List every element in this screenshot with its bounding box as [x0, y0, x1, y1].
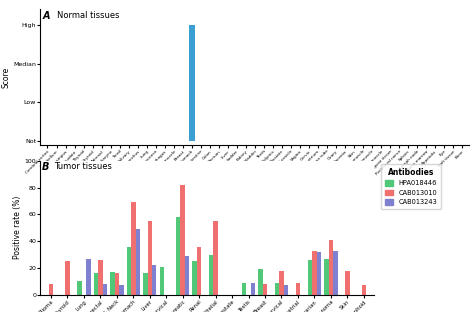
Bar [98, 260, 102, 295]
Bar [160, 267, 164, 295]
Bar [197, 246, 201, 295]
Bar [147, 221, 152, 295]
Bar [192, 261, 197, 295]
Bar [136, 229, 140, 295]
Bar [263, 284, 267, 295]
Bar [333, 251, 337, 295]
X-axis label: Normal tissue types: Normal tissue types [217, 179, 293, 188]
Bar [296, 283, 300, 295]
Bar [345, 271, 349, 295]
Bar [176, 217, 181, 295]
Bar [324, 259, 328, 295]
Bar [131, 202, 136, 295]
Bar [362, 285, 366, 295]
Bar [317, 252, 321, 295]
Bar [242, 283, 246, 295]
Bar [275, 283, 279, 295]
Bar [209, 255, 213, 295]
Bar [86, 259, 91, 295]
Bar [110, 272, 115, 295]
Y-axis label: Positive rate (%): Positive rate (%) [13, 196, 22, 260]
Text: B: B [42, 162, 49, 172]
Bar [181, 185, 185, 295]
Bar [119, 285, 124, 295]
Bar [94, 273, 98, 295]
Bar [328, 240, 333, 295]
Text: Normal tissues: Normal tissues [57, 11, 120, 20]
Bar [213, 221, 218, 295]
Bar [127, 246, 131, 295]
Bar [279, 271, 283, 295]
Bar [115, 273, 119, 295]
Bar [283, 285, 288, 295]
Bar [77, 281, 82, 295]
Bar [102, 284, 107, 295]
Bar [189, 25, 195, 141]
Bar [65, 261, 70, 295]
Text: Tumor tissues: Tumor tissues [54, 162, 111, 171]
Bar [152, 265, 156, 295]
Bar [251, 283, 255, 295]
Bar [143, 273, 147, 295]
Legend: HPA018446, CAB013010, CAB013243: HPA018446, CAB013010, CAB013243 [381, 164, 441, 209]
Bar [258, 269, 263, 295]
Bar [185, 256, 189, 295]
Text: A: A [43, 11, 50, 21]
Bar [49, 284, 53, 295]
Bar [308, 260, 312, 295]
Bar [312, 251, 317, 295]
Y-axis label: Score: Score [1, 66, 10, 88]
